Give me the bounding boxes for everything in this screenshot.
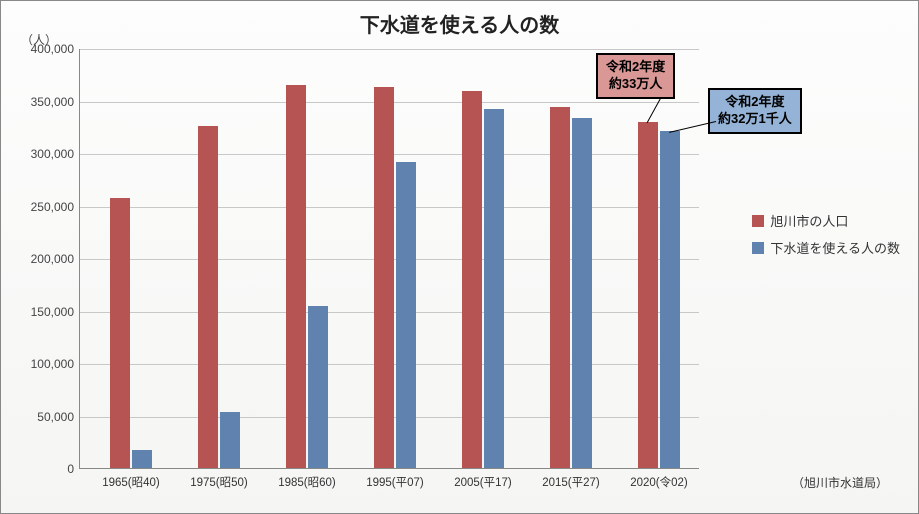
x-tick-label: 1985(昭60) [278, 468, 336, 490]
bar [110, 198, 130, 468]
bars [80, 49, 699, 468]
callout-red: 令和2年度 約33万人 [596, 53, 675, 99]
plot-area: 050,000100,000150,000200,000250,000300,0… [79, 49, 699, 469]
legend: 旭川市の人口 下水道を使える人の数 [752, 211, 900, 265]
bar [132, 450, 152, 468]
bar [374, 87, 394, 468]
callout-blue: 令和2年度 約32万1千人 [708, 88, 802, 134]
x-tick-label: 2005(平17) [454, 468, 512, 490]
bar [638, 122, 658, 469]
x-tick-label: 2020(令02) [630, 468, 688, 490]
callout-red-line1: 令和2年度 [606, 59, 665, 74]
callout-blue-line1: 令和2年度 [725, 94, 784, 109]
y-tick-label: 400,000 [31, 42, 80, 56]
callout-blue-line2: 約32万1千人 [718, 111, 792, 126]
x-tick-label: 2015(平27) [542, 468, 600, 490]
x-tick-label: 1995(平07) [366, 468, 424, 490]
x-tick-label: 1975(昭50) [190, 468, 248, 490]
chart-container: 下水道を使える人の数 （人） 050,000100,000150,000200,… [0, 0, 919, 514]
bar [396, 162, 416, 468]
legend-swatch-1 [752, 242, 764, 254]
bar [220, 412, 240, 468]
bar [462, 91, 482, 468]
bar [484, 109, 504, 468]
y-tick-label: 150,000 [31, 305, 80, 319]
y-tick-label: 50,000 [37, 410, 80, 424]
legend-label-1: 下水道を使える人の数 [770, 238, 900, 257]
bar [308, 306, 328, 468]
bar [286, 85, 306, 468]
y-tick-label: 0 [67, 462, 80, 476]
callout-red-line2: 約33万人 [609, 76, 662, 91]
bar [572, 118, 592, 468]
legend-item-0: 旭川市の人口 [752, 211, 900, 230]
y-tick-label: 200,000 [31, 252, 80, 266]
bar [660, 131, 680, 468]
legend-swatch-0 [752, 215, 764, 227]
chart-title: 下水道を使える人の数 [1, 1, 918, 38]
y-tick-label: 350,000 [31, 95, 80, 109]
legend-item-1: 下水道を使える人の数 [752, 238, 900, 257]
y-tick-label: 300,000 [31, 147, 80, 161]
bar [550, 107, 570, 468]
x-tick-label: 1965(昭40) [102, 468, 160, 490]
bar [198, 126, 218, 468]
y-tick-label: 250,000 [31, 200, 80, 214]
legend-label-0: 旭川市の人口 [770, 211, 848, 230]
y-tick-label: 100,000 [31, 357, 80, 371]
source-label: （旭川市水道局） [792, 474, 888, 491]
